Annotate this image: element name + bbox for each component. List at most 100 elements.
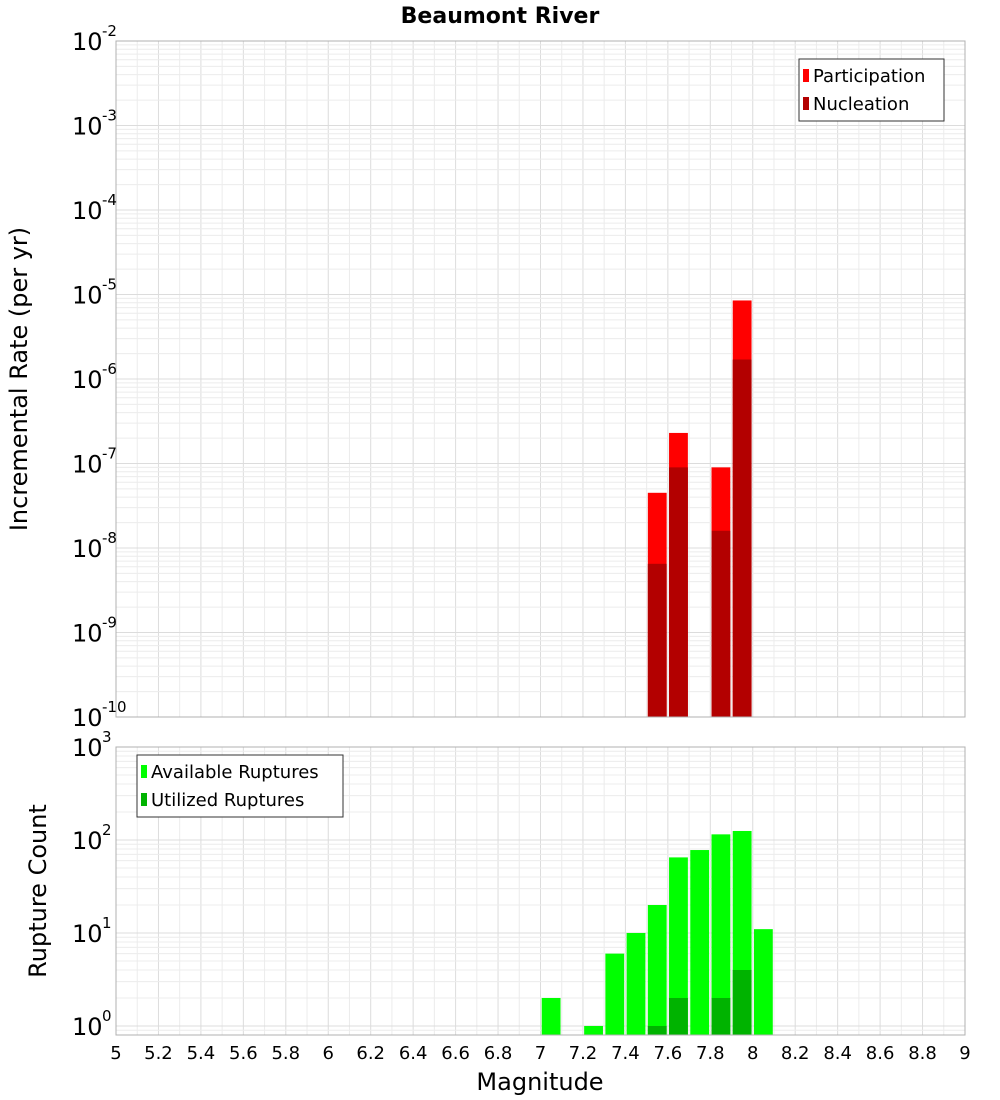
legend-swatch: [803, 69, 809, 82]
top-y-tick-label: 10 -4: [72, 191, 117, 225]
y-tick-base: 10: [72, 366, 103, 394]
y-tick-exponent: -8: [102, 529, 117, 547]
y-tick-base: 10: [72, 28, 103, 56]
x-tick-label: 5: [110, 1043, 121, 1064]
top-y-tick-label: 10 -3: [72, 107, 117, 141]
x-tick-label: 5.8: [271, 1043, 300, 1064]
nucleation-bar: [669, 467, 688, 717]
y-tick-exponent: -4: [102, 191, 117, 209]
top-y-tick-label: 10 -2: [72, 22, 117, 56]
available-ruptures-bar: [605, 953, 625, 1035]
available-ruptures-bar: [584, 1025, 603, 1035]
x-tick-label: 6.6: [441, 1043, 470, 1064]
y-tick-base: 10: [72, 827, 103, 855]
available-ruptures-bar: [541, 997, 561, 1035]
bottom-plot-border: [115, 746, 966, 1036]
top-grid: [115, 40, 966, 718]
x-tick-label: 7: [535, 1043, 546, 1064]
y-tick-base: 10: [72, 704, 103, 732]
available-ruptures-bar: [647, 904, 667, 1035]
legend-label: Participation: [813, 66, 925, 87]
top-legend: Participation Nucleation: [798, 58, 945, 122]
y-tick-exponent: -3: [102, 107, 117, 125]
top-bars: [647, 300, 752, 717]
bottom-y-tick-label: 10 3: [72, 728, 112, 762]
y-tick-exponent: 1: [102, 914, 112, 932]
utilized-ruptures-bar: [732, 969, 752, 1035]
x-tick-label: 6.8: [484, 1043, 513, 1064]
available-ruptures-bar: [711, 834, 731, 1035]
y-tick-base: 10: [72, 734, 103, 762]
legend-swatch: [803, 97, 809, 110]
bottom-y-tick-label: 10 0: [72, 1007, 112, 1041]
y-tick-exponent: -5: [102, 276, 117, 294]
utilized-ruptures-bar: [711, 997, 731, 1035]
x-tick-label: 5.6: [229, 1043, 258, 1064]
nucleation-bar: [732, 359, 752, 717]
y-tick-base: 10: [72, 451, 103, 479]
top-y-ticks: 10-210-310-410-510-610-710-810-910-10: [72, 22, 127, 732]
top-plot-border: [115, 40, 966, 718]
y-tick-exponent: -2: [102, 22, 117, 40]
y-tick-base: 10: [72, 197, 103, 225]
chart-title: Beaumont River: [401, 4, 600, 29]
x-axis-label: Magnitude: [476, 1068, 603, 1096]
top-y-tick-label: 10 -10: [72, 698, 127, 732]
top-y-tick-label: 10 -6: [72, 360, 117, 394]
x-tick-label: 7.4: [611, 1043, 640, 1064]
y-tick-base: 10: [72, 1013, 103, 1041]
top-y-axis-label: Incremental Rate (per yr): [5, 227, 33, 531]
x-tick-label: 8.2: [781, 1043, 810, 1064]
nucleation-bar: [711, 530, 731, 717]
y-tick-exponent: -7: [102, 445, 117, 463]
bottom-legend: Available Ruptures Utilized Ruptures: [136, 754, 344, 818]
legend-label: Nucleation: [813, 94, 909, 115]
x-axis-ticks: 5 5.2 5.4 5.6 5.8 6 6.2 6.4 6.6 6.8 7 7.2 7.4 7.6 7.8 8…: [110, 1043, 970, 1064]
x-tick-label: 6.4: [399, 1043, 428, 1064]
legend-label: Available Ruptures: [151, 762, 319, 783]
x-tick-label: 5.2: [144, 1043, 173, 1064]
top-y-tick-label: 10 -7: [72, 445, 117, 479]
y-tick-base: 10: [72, 620, 103, 648]
x-tick-label: 5.4: [187, 1043, 216, 1064]
legend-swatch: [141, 765, 147, 778]
x-tick-label: 8.8: [908, 1043, 937, 1064]
available-ruptures-bar: [626, 932, 646, 1035]
y-tick-base: 10: [72, 282, 103, 310]
bottom-y-axis-label: Rupture Count: [24, 804, 52, 978]
bottom-y-tick-label: 10 1: [72, 914, 112, 948]
bottom-y-tick-label: 10 2: [72, 821, 112, 855]
y-tick-exponent: 3: [102, 728, 112, 746]
available-ruptures-bar: [753, 929, 773, 1035]
utilized-ruptures-bar: [669, 997, 688, 1035]
x-tick-label: 7.2: [569, 1043, 598, 1064]
available-ruptures-bar: [669, 857, 688, 1035]
bottom-bars: [541, 830, 773, 1035]
x-tick-label: 6: [323, 1043, 334, 1064]
top-y-tick-label: 10 -5: [72, 276, 117, 310]
y-tick-exponent: -6: [102, 360, 117, 378]
legend-box: [798, 58, 945, 122]
x-tick-label: 6.2: [356, 1043, 385, 1064]
top-panel: 10-210-310-410-510-610-710-810-910-10 In…: [5, 22, 966, 732]
y-tick-base: 10: [72, 113, 103, 141]
x-tick-label: 8.6: [866, 1043, 895, 1064]
y-tick-exponent: 0: [102, 1007, 112, 1025]
y-tick-base: 10: [72, 920, 103, 948]
y-tick-exponent: 2: [102, 821, 112, 839]
x-tick-label: 7.6: [654, 1043, 683, 1064]
y-tick-exponent: -10: [102, 698, 127, 716]
y-tick-base: 10: [72, 535, 103, 563]
legend-box: [136, 754, 344, 818]
x-tick-label: 7.8: [696, 1043, 725, 1064]
legend-swatch: [141, 793, 147, 806]
available-ruptures-bar: [690, 850, 710, 1035]
x-tick-label: 8: [747, 1043, 758, 1064]
top-y-tick-label: 10 -8: [72, 529, 117, 563]
legend-label: Utilized Ruptures: [151, 790, 304, 811]
utilized-ruptures-bar: [647, 1025, 667, 1035]
